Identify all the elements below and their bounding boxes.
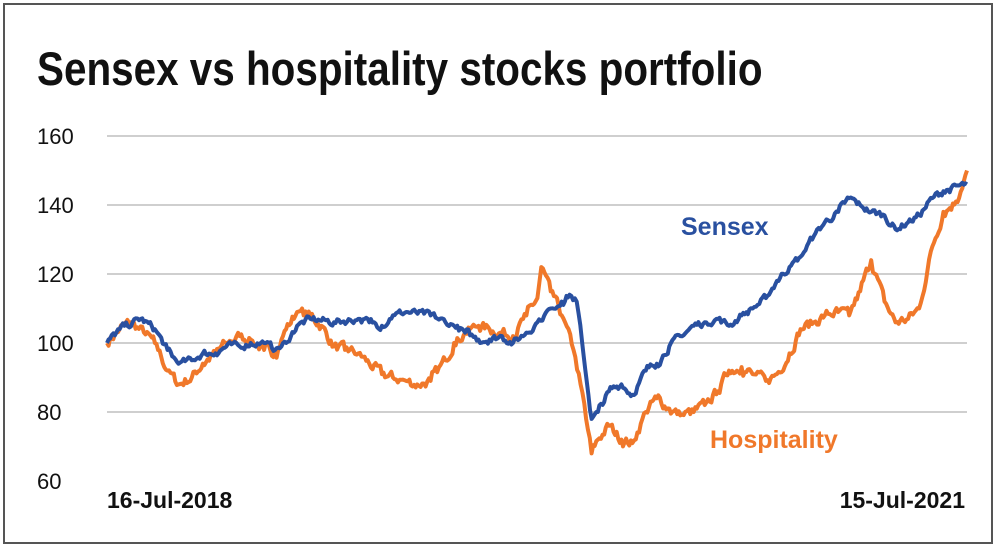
chart-title: Sensex vs hospitality stocks portfolio: [37, 42, 763, 95]
y-tick-label-60: 60: [37, 469, 61, 494]
chart-frame: Sensex vs hospitality stocks portfolio 6…: [3, 3, 993, 544]
y-axis-ticks: 60 80 100 120 140 160: [37, 124, 74, 494]
x-axis-start-label: 16-Jul-2018: [107, 487, 233, 513]
series-label-hospitality: Hospitality: [710, 426, 838, 454]
y-tick-label-120: 120: [37, 262, 74, 287]
y-tick-label-140: 140: [37, 193, 74, 218]
y-tick-label-80: 80: [37, 400, 61, 425]
gridlines: [107, 135, 967, 413]
series-line-sensex: [105, 180, 969, 421]
series-lines: [105, 169, 969, 456]
series-label-sensex: Sensex: [681, 213, 769, 241]
line-chart: 60 80 100 120 140 160 16-Jul-2018 15-Jul-2021…: [37, 124, 969, 513]
series-line-hospitality: [105, 169, 969, 456]
y-tick-label-160: 160: [37, 124, 74, 149]
x-axis-end-label: 15-Jul-2021: [840, 487, 966, 513]
y-tick-label-100: 100: [37, 331, 74, 356]
